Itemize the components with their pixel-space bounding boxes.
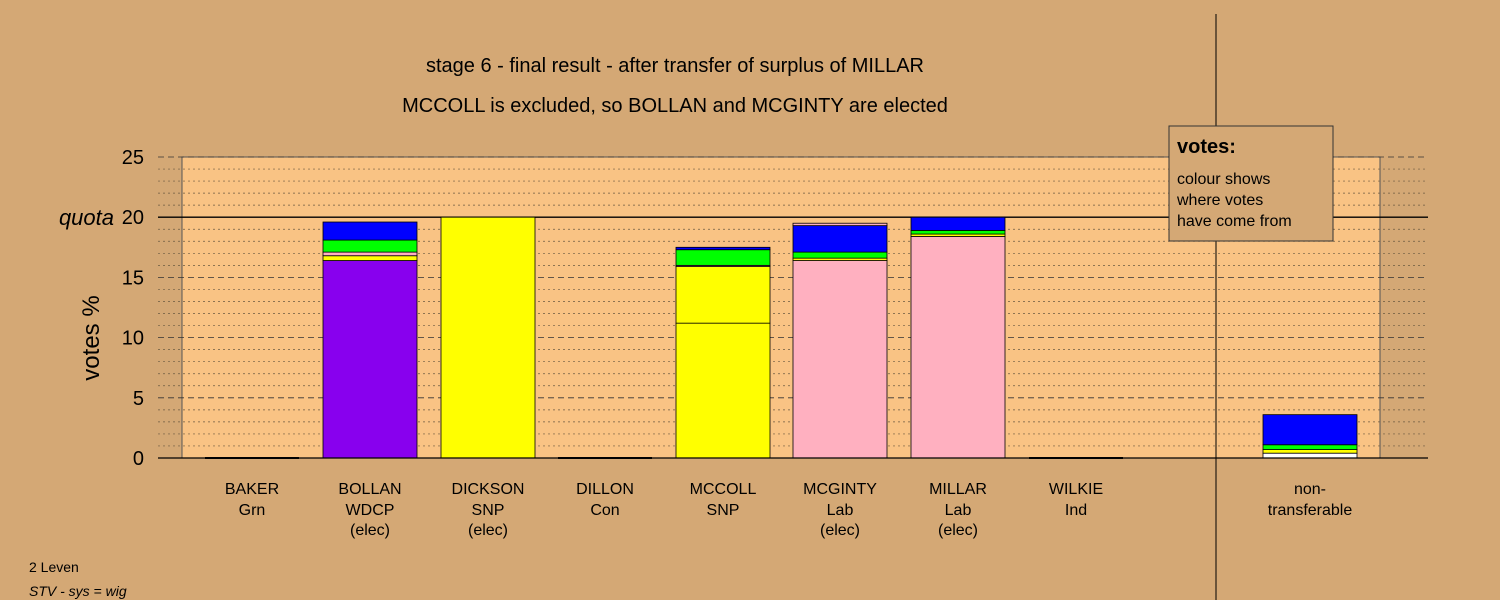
candidate-name: DILLON (576, 481, 634, 498)
quota-tick-label: quota (59, 205, 114, 230)
candidate-party: WDCP (346, 502, 395, 519)
bar-segment (675, 266, 771, 324)
candidate-name: MILLAR (929, 481, 987, 498)
ward-label: 2 Leven (29, 559, 79, 575)
bar-segment (792, 222, 888, 227)
candidate-name: WILKIE (1049, 481, 1103, 498)
y-tick-label: 15 (122, 267, 144, 289)
y-tick-label: 0 (133, 448, 144, 470)
system-label: STV - sys = wig (29, 583, 127, 599)
y-tick-label: 5 (133, 388, 144, 410)
candidate-party: Lab (945, 502, 972, 519)
bar-segment (322, 239, 418, 253)
bar-mcginty (792, 222, 888, 459)
candidate-name: DICKSON (452, 481, 525, 498)
bar-segment (675, 249, 771, 266)
chart-title: stage 6 - final result - after transfer … (426, 55, 924, 77)
y-tick-label: 10 (122, 328, 144, 350)
bar-dickson (440, 216, 536, 459)
chart-subtitle: MCCOLL is excluded, so BOLLAN and MCGINT… (402, 95, 948, 117)
bar-mccoll (675, 246, 771, 459)
candidate-name: BOLLAN (338, 481, 401, 498)
y-axis-label: votes % (78, 295, 105, 380)
bar-segment (675, 246, 771, 251)
candidate-name: MCCOLL (690, 481, 757, 498)
bar-segment (322, 221, 418, 241)
bar-segment (1262, 414, 1358, 446)
bar-segment (440, 216, 536, 459)
bar-nontransferable (1262, 414, 1358, 459)
legend: votes: colour shows where votes have com… (1168, 125, 1334, 242)
bar-segment (675, 322, 771, 459)
y-tick-label: 20 (122, 207, 144, 229)
bar-segment (792, 225, 888, 253)
x-axis-labels: BAKER Grn BOLLAN WDCP (elec) DICKSON SNP (elec)… (225, 481, 1352, 539)
candidate-status: (elec) (350, 522, 390, 539)
bar-bollan (322, 221, 418, 459)
bar-segment (1262, 449, 1358, 454)
candidate-party: Grn (239, 502, 266, 519)
legend-box (1168, 125, 1334, 242)
nontransferable-label-2: transferable (1268, 502, 1353, 519)
candidate-status: (elec) (468, 522, 508, 539)
legend-line-1: colour shows (1177, 171, 1270, 188)
bar-millar (910, 216, 1006, 459)
legend-title: votes: (1177, 136, 1236, 158)
bars-group (205, 216, 1358, 459)
candidate-name: BAKER (225, 481, 279, 498)
bar-segment (792, 251, 888, 259)
bar-segment (792, 260, 888, 459)
y-tick-label: 25 (122, 147, 144, 169)
bar-segment (910, 230, 1006, 235)
bar-segment (910, 236, 1006, 459)
bar-segment (322, 260, 418, 459)
nontransferable-label-1: non- (1294, 481, 1326, 498)
legend-line-3: have come from (1177, 213, 1292, 230)
candidate-status: (elec) (820, 522, 860, 539)
candidate-party: Con (590, 502, 619, 519)
candidate-party: SNP (707, 502, 740, 519)
candidate-party: Lab (827, 502, 854, 519)
bar-segment (1262, 452, 1358, 459)
bar-segment (322, 255, 418, 261)
candidate-status: (elec) (938, 522, 978, 539)
legend-line-2: where votes (1176, 192, 1263, 209)
candidate-name: MCGINTY (803, 481, 877, 498)
bar-segment (910, 216, 1006, 231)
bar-segment (1262, 444, 1358, 450)
bar-segment (322, 251, 418, 257)
candidate-party: SNP (472, 502, 505, 519)
candidate-party: Ind (1065, 502, 1087, 519)
